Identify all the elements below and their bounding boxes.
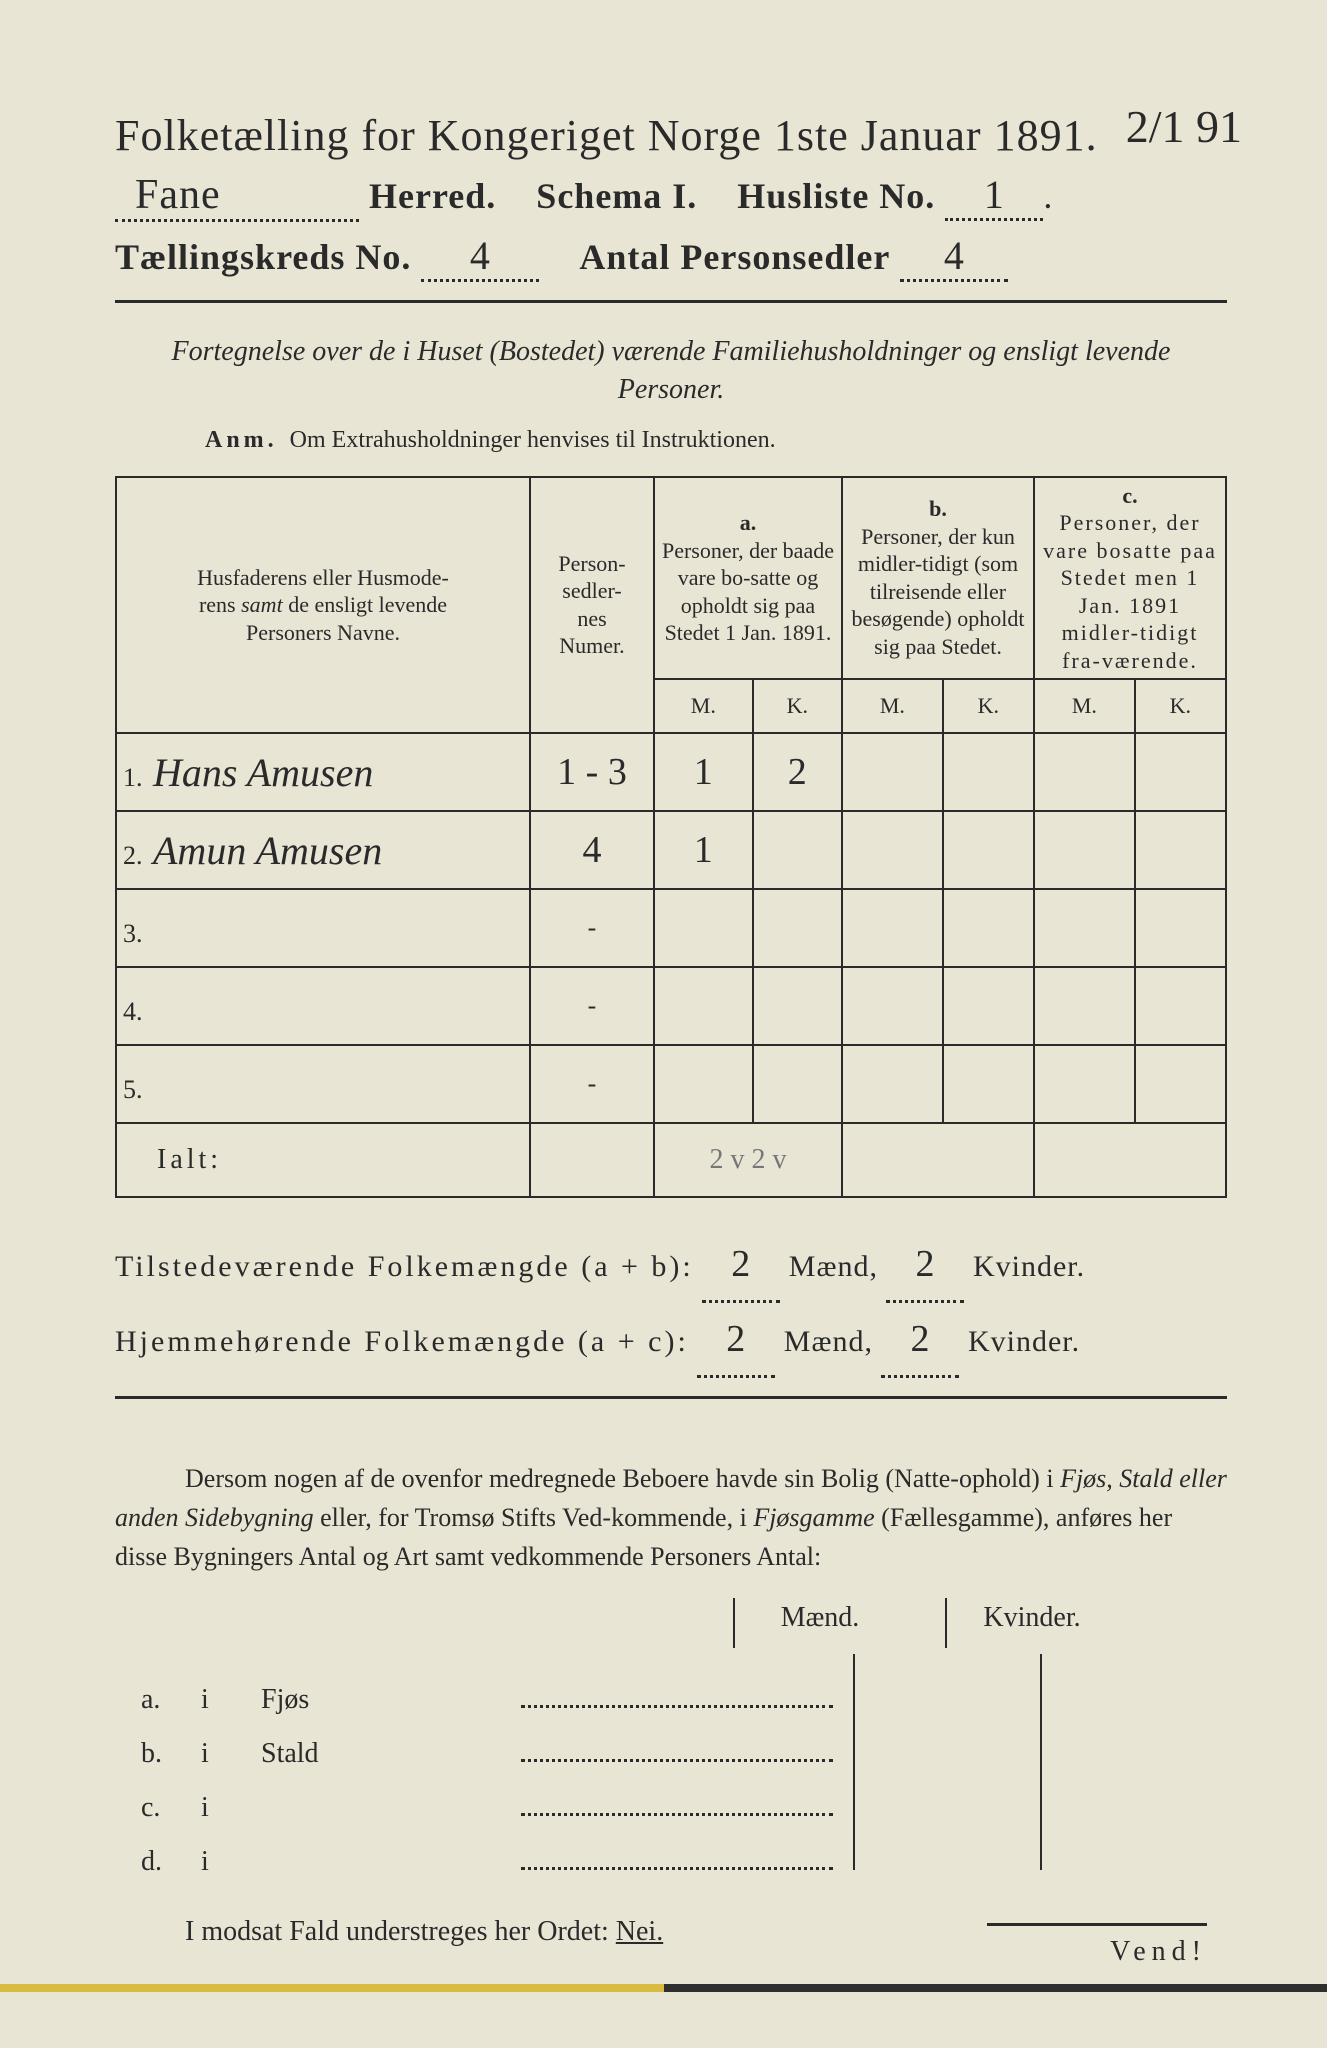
th-col-b: b. Personer, der kun midler-tidigt (som … <box>842 477 1034 680</box>
col-kvinder: Kvinder. <box>945 1598 1117 1648</box>
list-item: a. i Fjøs <box>115 1654 1227 1708</box>
list-item: c. i <box>115 1762 1227 1816</box>
ac-women: 2 <box>881 1303 959 1378</box>
totals-line-ab: Tilstedeværende Folkemængde (a + b): 2 M… <box>115 1228 1227 1303</box>
list-item: b. i Stald <box>115 1708 1227 1762</box>
form-title: Folketælling for Kongeriget Norge 1ste J… <box>115 110 1227 161</box>
totals-block: Tilstedeværende Folkemængde (a + b): 2 M… <box>115 1228 1227 1378</box>
table-row: 5. - <box>116 1045 1226 1123</box>
th-b-m: M. <box>842 679 943 733</box>
kreds-value: 4 <box>421 232 539 282</box>
divider <box>115 300 1227 303</box>
dwelling-list: a. i Fjøs b. i Stald c. i d. i <box>115 1654 1227 1870</box>
th-c-m: M. <box>1034 679 1135 733</box>
schema-label: Schema I. <box>536 176 697 216</box>
nei-word: Nei. <box>616 1916 663 1947</box>
mk-header: Mænd. Kvinder. <box>115 1598 1227 1648</box>
table-row: 1. Hans Amusen 1 - 3 1 2 <box>116 733 1226 811</box>
husliste-value: 1 <box>945 171 1043 221</box>
census-form-page: 2/1 91 Folketælling for Kongeriget Norge… <box>0 0 1327 2048</box>
dwelling-paragraph: Dersom nogen af de ovenfor medregnede Be… <box>115 1459 1227 1576</box>
table-row: 4. - <box>116 967 1226 1045</box>
ab-women: 2 <box>886 1228 964 1303</box>
th-a-k: K. <box>753 679 842 733</box>
anm-text: Om Extrahusholdninger henvises til Instr… <box>290 427 776 453</box>
th-a-m: M. <box>654 679 753 733</box>
th-b-k: K. <box>943 679 1034 733</box>
vend-label: Vend! <box>987 1923 1207 1968</box>
antal-value: 4 <box>900 232 1008 282</box>
totals-line-ac: Hjemmehørende Folkemængde (a + c): 2 Mæn… <box>115 1303 1227 1378</box>
herred-value: Fane <box>115 171 359 222</box>
anm-label: Anm. <box>205 427 278 453</box>
antal-label: Antal Personsedler <box>579 237 890 277</box>
husliste-label: Husliste No. <box>737 176 935 216</box>
form-line-herred: Fane Herred. Schema I. Husliste No. 1. <box>115 171 1227 222</box>
divider <box>115 1396 1227 1399</box>
table-row: 2. Amun Amusen 4 1 <box>116 811 1226 889</box>
th-name: Husfaderens eller Husmode-rens samt de e… <box>116 477 530 734</box>
th-num: Person-sedler-nesNumer. <box>530 477 654 734</box>
ac-men: 2 <box>697 1303 775 1378</box>
page-bottom-ruler <box>0 1984 1327 1992</box>
kreds-label: Tællingskreds No. <box>115 237 411 277</box>
list-item: d. i <box>115 1816 1227 1870</box>
household-table: Husfaderens eller Husmode-rens samt de e… <box>115 476 1227 1199</box>
anm-line: Anm. Om Extrahusholdninger henvises til … <box>115 427 1227 454</box>
ialt-row: Ialt: 2 v 2 v <box>116 1123 1226 1197</box>
ab-men: 2 <box>702 1228 780 1303</box>
form-line-kreds: Tællingskreds No. 4 Antal Personsedler 4 <box>115 232 1227 282</box>
herred-label: Herred. <box>369 176 496 216</box>
th-col-a: a. Personer, der baade vare bo-satte og … <box>654 477 842 680</box>
instruction-text: Fortegnelse over de i Huset (Bostedet) v… <box>115 333 1227 409</box>
table-row: 3. - <box>116 889 1226 967</box>
col-mend: Mænd. <box>733 1598 905 1648</box>
margin-annotation: 2/1 91 <box>1126 100 1242 153</box>
th-c-k: K. <box>1135 679 1226 733</box>
th-col-c: c. Personer, der vare bosatte paa Stedet… <box>1034 477 1226 680</box>
